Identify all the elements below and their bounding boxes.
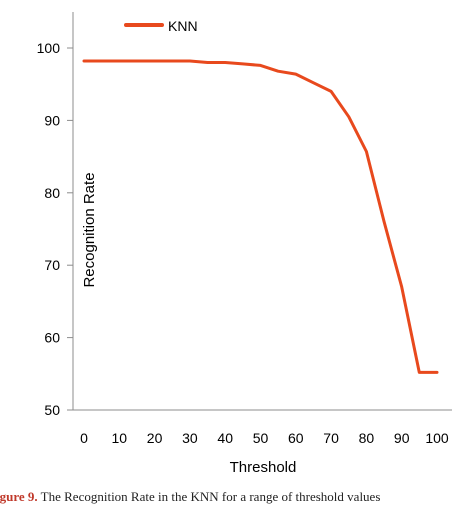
x-ticks: 0 10 20 30 40 50 60 70 80 90 100 [80, 430, 449, 446]
y-tick-label: 90 [44, 112, 60, 128]
y-tick-label: 80 [44, 185, 60, 201]
x-tick-label: 10 [112, 430, 128, 446]
legend: KNN [124, 18, 198, 34]
x-tick-label: 50 [253, 430, 269, 446]
x-tick-label: 0 [80, 430, 88, 446]
caption-text: The Recognition Rate in the KNN for a ra… [40, 489, 381, 504]
x-tick-label: 70 [323, 430, 339, 446]
x-axis-label: Threshold [230, 459, 297, 476]
x-tick-label: 100 [425, 430, 449, 446]
chart: 50 60 70 80 90 100 0 10 20 30 40 50 60 70 80 90 100 KNN… [37, 12, 452, 476]
figure-label: igure 9. [0, 489, 38, 504]
figure-caption: igure 9. The Recognition Rate in the KNN… [0, 489, 474, 505]
series [82, 59, 439, 374]
x-tick-label: 40 [217, 430, 233, 446]
y-axis-label: Recognition Rate [81, 172, 98, 287]
y-tick-label: 100 [37, 40, 61, 56]
x-tick-label: 20 [147, 430, 163, 446]
x-tick-label: 80 [359, 430, 375, 446]
y-tick-label: 50 [44, 402, 60, 418]
legend-label: KNN [168, 18, 198, 34]
x-tick-label: 90 [394, 430, 410, 446]
y-ticks: 50 60 70 80 90 100 [37, 40, 73, 418]
y-tick-label: 70 [44, 257, 60, 273]
x-tick-label: 60 [288, 430, 304, 446]
y-tick-label: 60 [44, 330, 60, 346]
x-tick-label: 30 [182, 430, 198, 446]
series-line-knn [82, 59, 439, 374]
axes [72, 12, 452, 411]
